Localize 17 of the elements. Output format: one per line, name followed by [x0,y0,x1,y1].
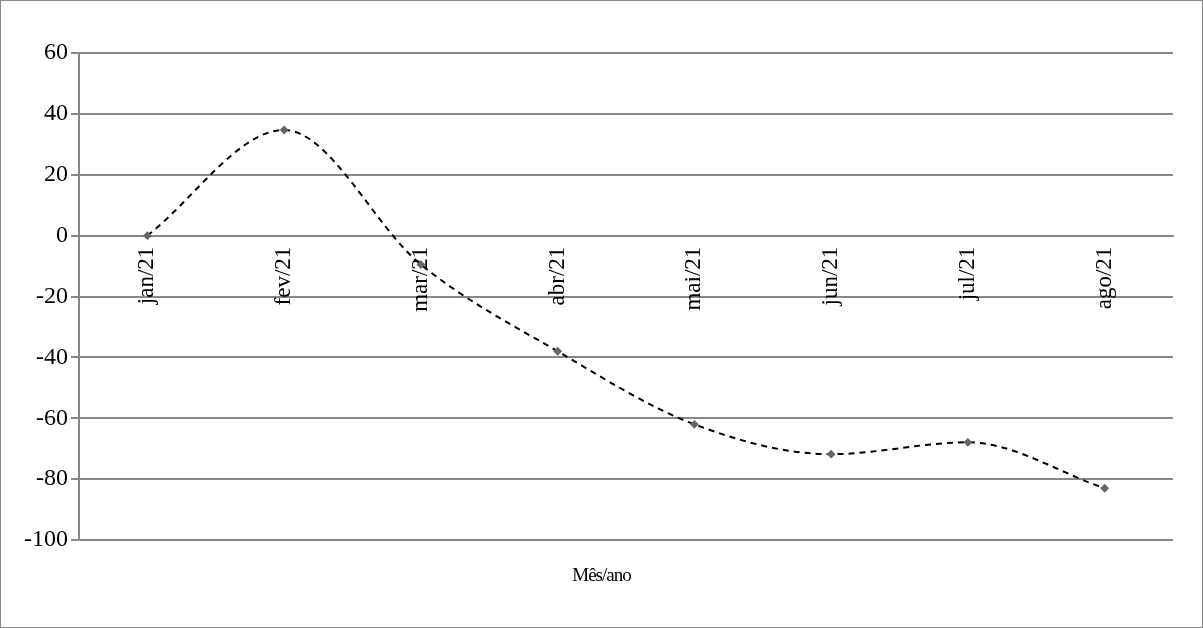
x-tick-label: jun/21 [817,246,843,307]
y-tick-label: 60 [43,38,68,65]
y-tick-label: 40 [43,99,68,126]
x-tick-label: ago/21 [1090,246,1116,310]
y-tick-label: -40 [35,342,68,369]
y-tick-label: 20 [43,160,68,187]
x-tick-label: jan/21 [133,246,159,306]
y-tick-label: -80 [35,464,68,491]
x-axis-title: Mês/ano [571,564,632,586]
y-tick-label: -20 [35,281,68,308]
y-tick-label: -60 [35,403,68,430]
x-tick-label: abr/21 [543,246,569,306]
x-tick-label: jul/21 [953,246,979,302]
y-tick-label: 0 [55,220,68,247]
x-tick-label: fev/21 [270,246,296,306]
x-tick-label: mai/21 [680,246,706,311]
y-tick-label: -100 [23,525,68,552]
